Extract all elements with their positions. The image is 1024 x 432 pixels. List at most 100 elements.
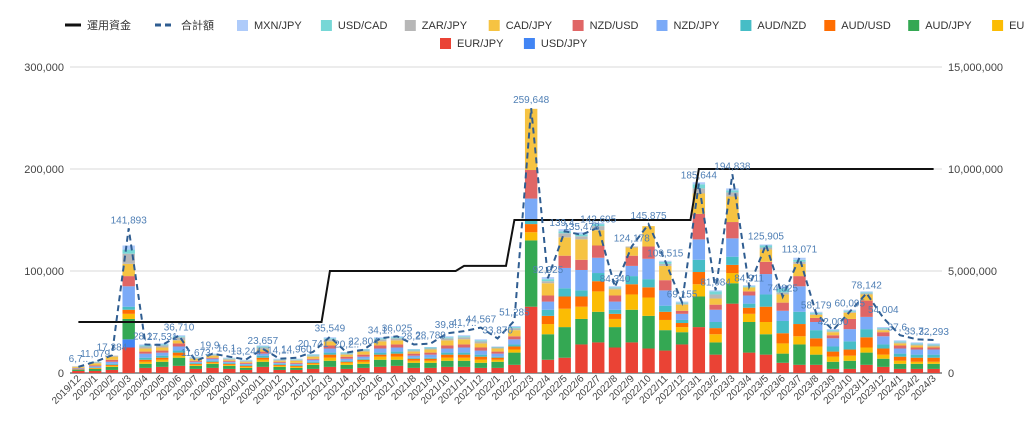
legend-swatch [992,20,1004,31]
bar-segment [424,347,437,349]
bar-segment [273,364,286,366]
bar-segment [139,353,152,358]
bar-segment [172,365,186,373]
bar-segment [659,290,672,306]
data-label: 125,905 [748,232,785,243]
bar-segment [541,301,555,310]
bar-segment [306,364,320,369]
bar-segment [692,272,706,285]
bar-segment [189,357,202,358]
bar-segment [709,294,722,299]
bar-segment [390,353,404,357]
bar-segment [206,362,219,364]
bar-segment [575,296,588,307]
bar-segment [474,367,488,373]
bar-segment [927,354,940,358]
bar-segment [290,358,303,360]
bar-segment [407,357,420,359]
bar-segment [575,259,588,270]
data-label: 36,710 [164,323,195,334]
bar-segment [340,360,353,362]
bar-segment [742,307,756,314]
bar-segment [558,308,571,328]
bar-segment [474,347,488,351]
bar-segment [893,360,907,364]
bar-segment [340,362,353,365]
bar-segment [508,346,521,350]
bar-segment [927,347,940,350]
bar-segment [156,366,169,373]
bar-segment [508,328,521,331]
bar-segment [776,288,789,293]
bar-segment [776,286,789,289]
bar-segment [457,344,471,348]
bar-segment [323,341,337,346]
bar-segment [642,287,655,298]
bar-segment [927,363,940,369]
bar-segment [340,353,353,355]
bar-segment [810,354,823,365]
bar-segment [726,190,739,193]
bar-segment [72,368,85,369]
total-line-layer [78,108,934,368]
bar-segment [642,226,655,247]
bar-segment [910,354,924,358]
bar-segment [893,348,907,354]
bar-segment [340,352,353,354]
bar-segment [810,314,823,318]
bar-segment [122,318,135,340]
data-label: 41,7.. [452,318,477,329]
bar-segment [558,327,571,358]
bar-segment [223,365,236,369]
bar-segment [726,264,739,274]
bar-segment [742,322,756,353]
bar-segment [172,337,186,341]
bar-segment [642,315,655,349]
data-label: 20,741 [298,339,329,350]
bar-segment [524,224,538,233]
bar-segment [541,279,555,282]
bar-segment [424,348,437,350]
bar-segment [172,336,186,338]
bar-segment [893,363,907,369]
bar-segment [206,363,219,368]
y-tick-right: 15,000,000 [948,62,1003,74]
bar-segment [122,339,135,348]
legend: 運用資金 合計額 MXN/JPY USD/CAD ZAR/JPY CAD/JPY NZD/U… [65,18,1024,50]
bar-segment [541,334,555,360]
bar-segment [105,366,119,370]
bar-segment [189,362,202,364]
bar-segment [390,340,404,345]
bar-segment [826,329,840,331]
data-label: 60,095 [834,299,865,310]
bar-segment [206,354,219,356]
bar-segment [390,365,404,373]
data-label: 35,549 [315,324,346,335]
legend-swatch [908,20,920,31]
legend-swatch [572,20,584,31]
bar-segment [105,364,119,366]
bar-segment [709,298,722,305]
bar-segment [592,273,605,282]
bar-segment [742,313,756,322]
bar-segment [390,347,404,352]
data-label: 33,7.. [904,326,929,337]
bar-segment [709,291,722,295]
bar-segment [726,256,739,265]
bar-segment [88,368,102,369]
bar-segment [927,345,940,347]
data-label: 139,4.. [549,218,580,229]
bar-segment [139,357,152,360]
bar-segment [424,358,437,361]
data-label: 74,825 [767,284,798,295]
bar-segment [726,283,739,304]
bar-segment [407,355,420,358]
bar-segment [139,359,152,362]
bar-segment [910,357,924,362]
bar-segment [290,365,303,367]
bar-segment [206,360,219,362]
bar-segment [625,255,638,266]
bar-segment [642,297,655,316]
bar-segment [390,356,404,360]
data-label: 11,673 [181,348,211,359]
